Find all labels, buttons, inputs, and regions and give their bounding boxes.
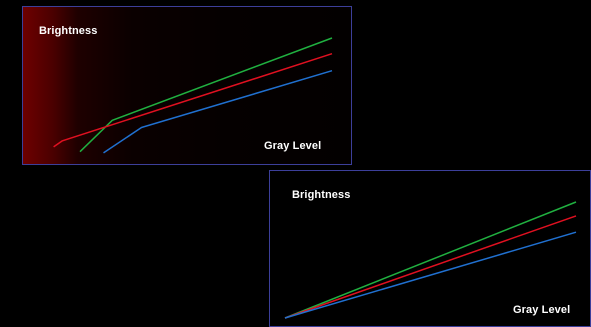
series-line-blue	[284, 231, 577, 319]
series-line-red	[53, 52, 333, 148]
chart-panel-2: Brightness Gray Level	[269, 170, 591, 327]
x-axis-label: Gray Level	[264, 140, 322, 152]
series-line-green	[79, 37, 333, 153]
series-line-blue	[103, 69, 333, 154]
series-line-green	[284, 201, 577, 319]
chart-2-plot	[284, 201, 577, 319]
chart-panel-1: Brightness Gray Level	[22, 6, 352, 165]
y-axis-label: Brightness	[39, 25, 98, 37]
series-line-red	[284, 215, 577, 319]
chart-1-plot	[53, 37, 333, 154]
x-axis-label: Gray Level	[513, 304, 571, 316]
y-axis-label: Brightness	[292, 189, 351, 201]
